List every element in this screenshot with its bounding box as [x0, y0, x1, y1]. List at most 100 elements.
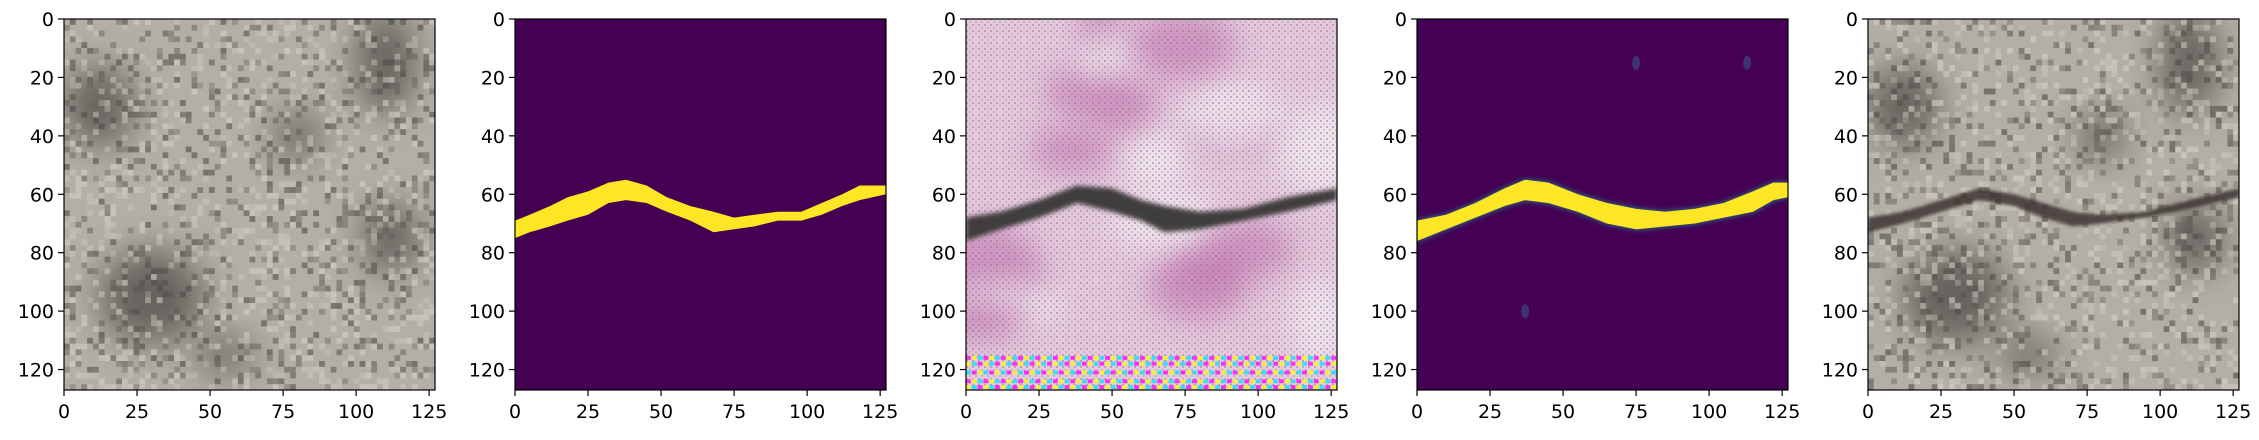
- texture-speckle: [81, 169, 88, 176]
- texture-speckle: [110, 291, 117, 298]
- artifact-pixel: [1250, 370, 1255, 375]
- texture-speckle: [2140, 198, 2147, 205]
- texture-speckle: [2181, 94, 2187, 101]
- texture-speckle: [2146, 19, 2153, 25]
- texture-speckle: [1949, 384, 1955, 390]
- texture-speckle: [1937, 320, 1944, 327]
- artifact-pixel: [1018, 355, 1023, 360]
- texture-speckle: [2024, 326, 2031, 333]
- texture-speckle: [1931, 372, 1938, 379]
- texture-speckle: [208, 169, 215, 176]
- texture-speckle: [162, 355, 169, 362]
- texture-speckle: [232, 384, 238, 390]
- texture-speckle: [214, 291, 221, 298]
- texture-speckle: [75, 349, 82, 356]
- artifact-pixel: [966, 385, 971, 390]
- texture-speckle: [2134, 134, 2141, 141]
- texture-speckle: [266, 169, 273, 176]
- texture-speckle: [388, 216, 395, 222]
- texture-speckle: [2181, 262, 2187, 269]
- texture-speckle: [2210, 355, 2216, 362]
- texture-speckle: [1960, 71, 1967, 77]
- texture-speckle: [87, 366, 93, 373]
- artifact-pixel: [1000, 379, 1006, 384]
- texture-speckle: [81, 239, 88, 246]
- texture-speckle: [2105, 378, 2112, 385]
- texture-speckle: [1885, 239, 1892, 246]
- texture-speckle: [220, 256, 227, 263]
- texture-speckle: [64, 187, 70, 193]
- artifact-pixel: [1325, 361, 1331, 366]
- texture-speckle: [319, 100, 325, 106]
- texture-speckle: [284, 274, 291, 280]
- texture-speckle: [69, 245, 76, 251]
- texture-speckle: [87, 47, 93, 54]
- texture-speckle: [2024, 111, 2031, 118]
- texture-speckle: [2105, 366, 2112, 373]
- texture-speckle: [1983, 163, 1990, 170]
- artifact-pixel: [989, 355, 994, 360]
- texture-speckle: [2030, 216, 2037, 222]
- texture-speckle: [1914, 111, 1921, 118]
- texture-speckle: [243, 308, 250, 315]
- texture-speckle: [2082, 204, 2089, 211]
- texture-speckle: [342, 210, 349, 217]
- artifact-pixel: [1244, 370, 1250, 375]
- texture-speckle: [278, 71, 285, 77]
- texture-speckle: [2024, 291, 2031, 298]
- texture-speckle: [1978, 239, 1984, 246]
- texture-speckle: [2082, 320, 2089, 327]
- texture-speckle: [121, 262, 128, 269]
- texture-speckle: [1954, 152, 1961, 159]
- texture-speckle: [2146, 146, 2153, 153]
- texture-speckle: [429, 262, 435, 269]
- texture-speckle: [121, 111, 128, 118]
- texture-speckle: [2140, 332, 2147, 338]
- texture-speckle: [2059, 117, 2066, 124]
- texture-speckle: [168, 262, 175, 269]
- texture-speckle: [2105, 53, 2112, 60]
- texture-speckle: [2082, 291, 2089, 298]
- artifact-pixel: [1000, 370, 1006, 375]
- texture-speckle: [330, 291, 337, 298]
- texture-speckle: [203, 158, 209, 164]
- artifact-pixel: [1041, 361, 1047, 366]
- texture-speckle: [2146, 262, 2153, 269]
- texture-speckle: [272, 274, 279, 280]
- texture-speckle: [174, 349, 180, 356]
- texture-speckle: [2030, 169, 2037, 176]
- texture-speckle: [400, 221, 407, 228]
- texture-speckle: [284, 158, 291, 164]
- texture-speckle: [400, 268, 407, 275]
- texture-speckle: [2117, 187, 2124, 193]
- texture-speckle: [1972, 71, 1979, 77]
- artifact-pixel: [971, 385, 977, 390]
- texture-speckle: [261, 239, 267, 246]
- texture-speckle: [2169, 285, 2176, 292]
- texture-speckle: [2163, 343, 2170, 350]
- texture-speckle: [81, 111, 88, 118]
- texture-speckle: [174, 192, 180, 199]
- texture-speckle: [104, 337, 111, 344]
- texture-speckle: [324, 245, 331, 251]
- texture-speckle: [1995, 158, 2002, 164]
- texture-speckle: [278, 256, 285, 263]
- texture-speckle: [139, 82, 146, 89]
- artifact-pixel: [1290, 370, 1296, 375]
- artifact-pixel: [966, 370, 971, 375]
- texture-speckle: [2221, 76, 2228, 83]
- artifact-pixel: [1122, 370, 1128, 375]
- texture-speckle: [2041, 65, 2048, 72]
- artifact-pixel: [1308, 355, 1313, 360]
- texture-speckle: [342, 47, 349, 54]
- texture-speckle: [359, 76, 366, 83]
- texture-speckle: [1954, 30, 1961, 37]
- texture-speckle: [1873, 158, 1880, 164]
- artifact-pixel: [1255, 370, 1261, 375]
- texture-speckle: [87, 192, 93, 199]
- texture-speckle: [307, 24, 314, 31]
- artifact-pixel: [1012, 355, 1018, 360]
- y-tick-label: 20: [1834, 67, 1858, 89]
- texture-speckle: [110, 204, 117, 211]
- artifact-pixel: [1226, 355, 1232, 360]
